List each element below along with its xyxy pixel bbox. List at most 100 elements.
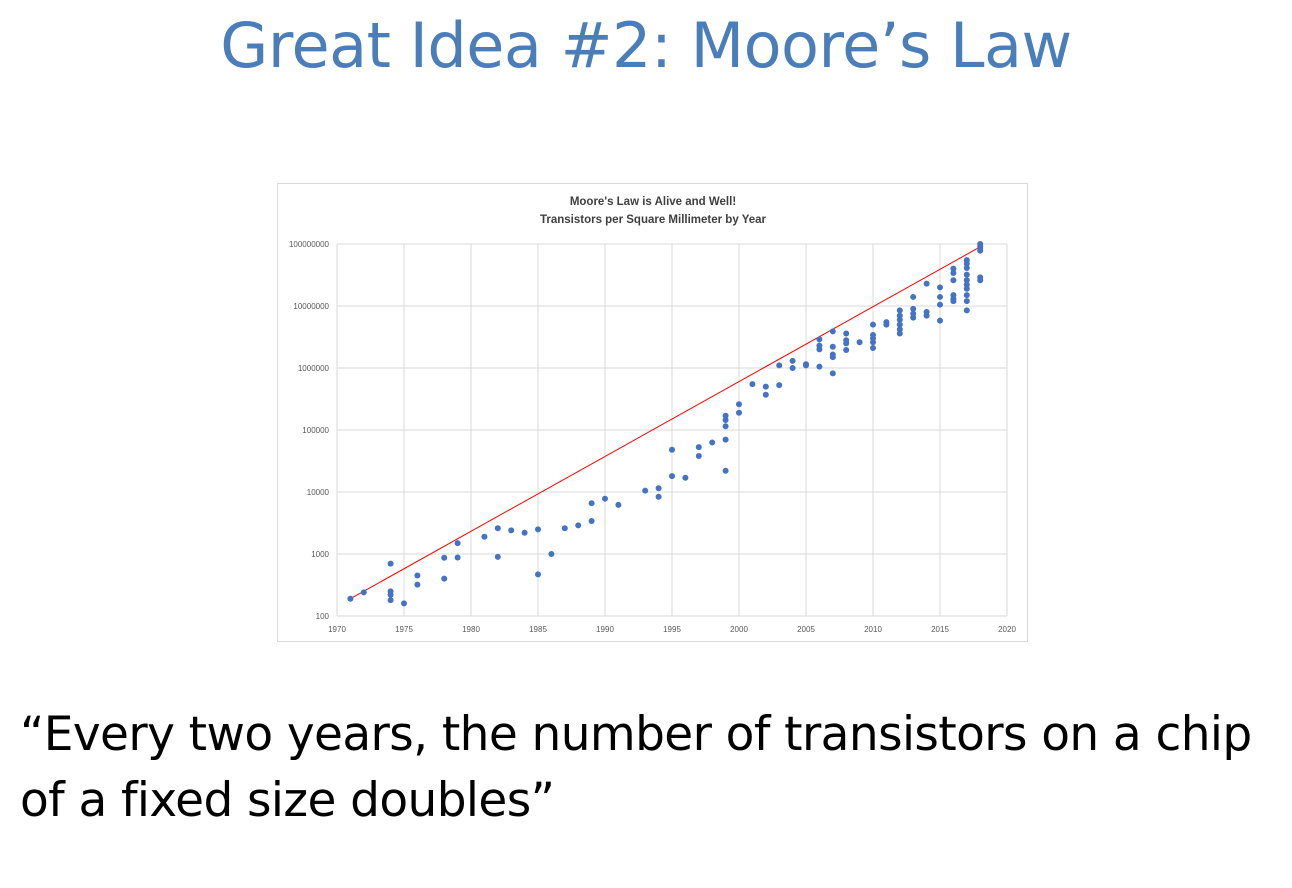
data-point [816,336,823,343]
data-point [722,467,729,474]
x-tick-label: 2015 [931,625,949,634]
data-point [789,357,796,364]
data-point [963,292,970,299]
data-point [441,575,448,582]
data-point [923,280,930,287]
y-tick-label: 1000 [311,550,329,559]
data-point [950,265,957,272]
data-point [963,271,970,278]
data-point [669,446,675,453]
data-point [548,551,555,557]
data-point [602,495,608,502]
data-point [401,600,407,607]
y-tick-label: 100000000 [289,240,330,249]
data-point [803,362,809,369]
x-tick-label: 1975 [395,625,413,634]
y-tick-label: 100 [316,612,330,621]
trend-line-layer [350,246,981,600]
data-point [950,270,957,277]
data-point [937,293,943,300]
data-point [937,284,943,291]
y-tick-label: 10000 [307,488,330,497]
data-point [789,365,796,371]
data-point [843,347,850,354]
chart-subtitle: Transistors per Square Millimeter by Yea… [540,214,767,226]
data-point [749,381,756,388]
data-point [963,307,970,314]
data-point [387,597,394,604]
data-point [883,321,890,328]
x-tick-label: 2005 [797,625,815,634]
moores-law-quote: “Every two years, the number of transist… [20,707,1252,828]
x-tick-label: 2010 [864,625,882,634]
data-point [762,391,769,398]
data-point [762,383,769,390]
data-point [561,525,568,532]
data-point [347,595,354,602]
grid-lines [336,243,1008,617]
data-point [816,363,823,370]
data-point [963,298,970,305]
data-point [722,412,729,419]
data-point [870,345,876,352]
data-point [776,362,783,369]
data-point [575,522,582,529]
x-tick-label: 2000 [730,625,748,634]
data-point [910,314,917,321]
data-point [535,571,541,578]
data-point [454,554,461,561]
data-point [387,591,394,598]
data-point [896,326,903,333]
data-point [655,493,662,500]
data-point [722,416,729,423]
data-points [347,241,984,607]
x-tick-label: 1990 [596,625,614,634]
data-point [709,439,716,446]
data-point [722,423,729,430]
y-tick-label: 1000000 [298,364,330,373]
data-point [950,298,957,305]
data-point [896,330,903,337]
data-point [896,307,903,314]
data-point [896,321,903,328]
data-point [695,453,702,460]
x-tick-label: 1970 [328,625,346,634]
data-point [829,354,836,361]
y-tick-label: 100000 [302,426,329,435]
x-tick-label: 2020 [998,625,1016,634]
data-point [588,518,595,525]
data-point [414,581,421,588]
data-point [896,312,903,319]
data-point [481,533,488,540]
data-point [963,265,970,272]
data-point [870,321,876,328]
data-point [829,343,836,350]
data-point [829,370,836,377]
x-tick-label: 1980 [462,625,480,634]
data-point [655,485,662,492]
data-point [937,301,943,308]
data-point [937,317,943,324]
data-point [816,346,823,353]
axis-tick-labels: 1970 1975 1980 1985 1990 1995 2000 2005 2010 2015… [289,240,1016,634]
data-point [722,436,729,443]
data-point [521,529,528,536]
data-point [736,401,742,408]
data-point [695,444,702,451]
data-point [977,247,984,254]
slide-title: Great Idea #2: Moore’s Law [220,9,1072,82]
data-point [950,277,957,284]
trend-line [350,246,981,600]
data-point [454,540,461,547]
data-point [494,553,501,560]
data-point [870,339,876,346]
data-point [615,501,622,508]
data-point [360,589,367,596]
data-point [669,473,675,480]
y-tick-label: 10000000 [293,302,329,311]
data-point [856,339,863,346]
data-point [441,554,448,561]
data-point [977,277,984,284]
data-point [963,260,970,267]
x-tick-label: 1995 [663,625,681,634]
